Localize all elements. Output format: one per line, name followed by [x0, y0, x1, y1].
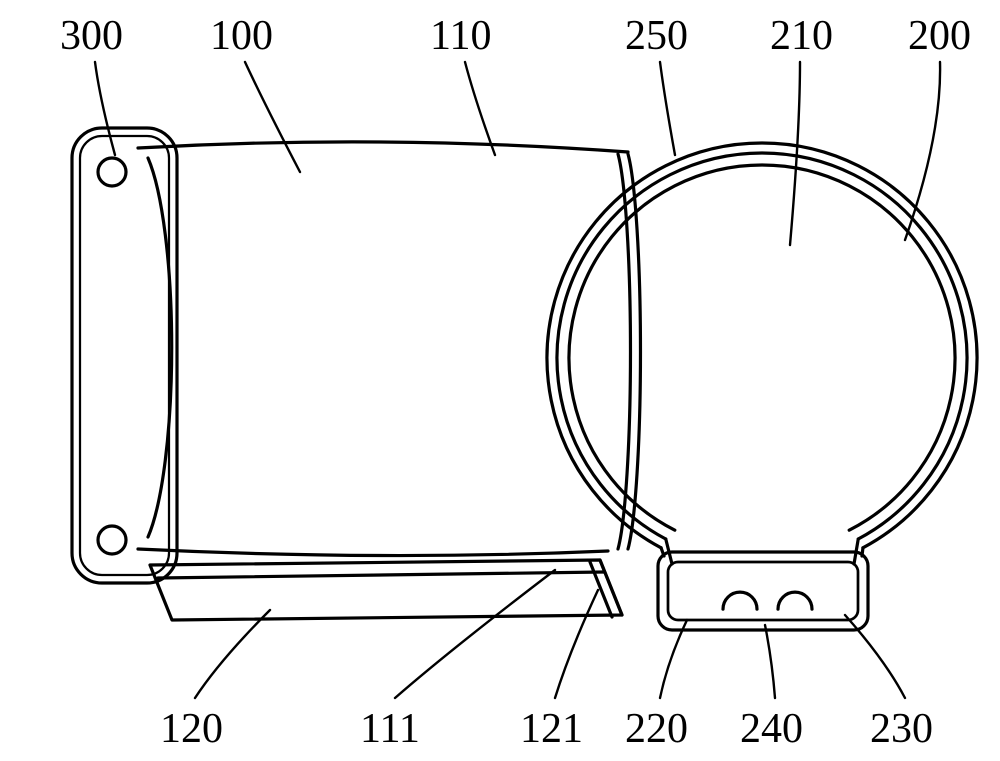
figure-label-230: 230 — [870, 705, 933, 753]
figure-label-200: 200 — [908, 12, 971, 60]
figure-label-250: 250 — [625, 12, 688, 60]
figure-label-240: 240 — [740, 705, 803, 753]
figure-label-111: 111 — [360, 705, 420, 753]
figure-label-220: 220 — [625, 705, 688, 753]
figure-label-120: 120 — [160, 705, 223, 753]
figure-label-121: 121 — [520, 705, 583, 753]
figure-label-100: 100 — [210, 12, 273, 60]
figure-label-300: 300 — [60, 12, 123, 60]
figure-label-210: 210 — [770, 12, 833, 60]
figure-label-110: 110 — [430, 12, 491, 60]
